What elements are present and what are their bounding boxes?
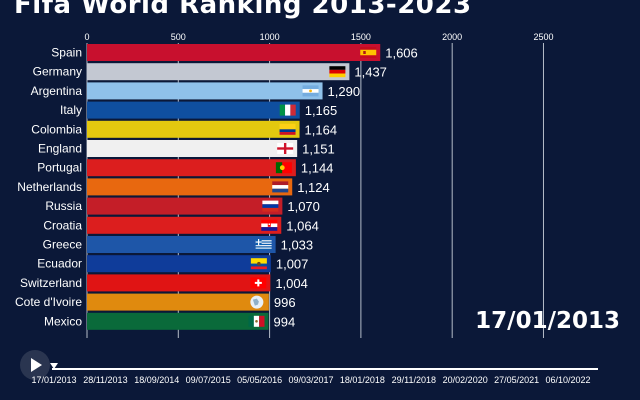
timeline-date-label: 27/05/2021 xyxy=(494,375,540,385)
england-flag xyxy=(277,143,294,154)
timeline-handle[interactable] xyxy=(50,363,58,369)
italy-flag xyxy=(279,104,296,116)
x-tick-label: 1500 xyxy=(351,32,371,42)
germany-flag xyxy=(329,66,346,78)
value-label: 1,144 xyxy=(301,161,334,176)
value-label: 1,290 xyxy=(328,84,361,99)
bar xyxy=(87,274,271,292)
timeline-date-label: 05/05/2016 xyxy=(237,375,283,385)
colombia-flag xyxy=(279,123,296,135)
category-label: England xyxy=(38,142,82,156)
mexico-flag xyxy=(248,315,265,327)
current-date-label: 17/01/2013 xyxy=(475,308,620,334)
play-icon xyxy=(31,358,42,372)
timeline-date-label: 29/11/2018 xyxy=(391,375,436,385)
argentina-flag xyxy=(302,85,319,97)
russia-flag xyxy=(262,200,279,212)
bar xyxy=(87,82,323,100)
category-label: Switzerland xyxy=(20,276,82,290)
value-label: 1,151 xyxy=(302,142,335,157)
category-label: Netherlands xyxy=(17,180,82,194)
timeline-date-label: 09/07/2015 xyxy=(185,375,231,385)
bar xyxy=(87,120,300,138)
greece-flag xyxy=(255,239,272,250)
category-label: Italy xyxy=(60,103,82,117)
category-label: Argentina xyxy=(31,84,83,98)
category-label: Russia xyxy=(45,199,82,213)
value-label: 1,606 xyxy=(385,46,418,61)
category-label: Ecuador xyxy=(37,257,82,271)
chart-title: Fifa World Ranking 2013-2023 xyxy=(14,0,472,20)
ecuador-flag xyxy=(250,258,267,270)
category-label: Colombia xyxy=(31,122,82,136)
bar-chart: 0 500 1000 1500 2000 2500 Spain 1,606 Germany 1,… xyxy=(15,32,553,338)
bar xyxy=(87,197,283,215)
value-label: 1,165 xyxy=(305,103,338,118)
bar xyxy=(87,140,298,157)
timeline-date-label: 18/09/2014 xyxy=(134,375,180,385)
x-tick-label: 2000 xyxy=(442,32,462,42)
value-label: 994 xyxy=(273,314,295,329)
bar xyxy=(87,63,350,81)
bar xyxy=(87,178,293,196)
bar xyxy=(87,159,296,177)
portugal-flag xyxy=(275,162,292,174)
croatia-flag xyxy=(261,219,278,231)
value-label: 1,437 xyxy=(354,65,387,80)
category-label: Croatia xyxy=(43,218,82,232)
value-label: 1,164 xyxy=(305,122,338,137)
switzerland-flag xyxy=(250,277,267,289)
category-label: Cote d'Ivoire xyxy=(15,295,82,309)
timeline-date-label: 17/01/2013 xyxy=(31,375,77,385)
value-label: 1,124 xyxy=(297,180,330,195)
bar xyxy=(87,255,271,273)
x-tick-label: 2500 xyxy=(533,32,553,42)
x-tick-label: 0 xyxy=(84,32,89,42)
value-label: 1,070 xyxy=(287,199,320,214)
spain-flag xyxy=(360,47,377,58)
bar xyxy=(87,44,381,61)
bars: Spain 1,606 Germany 1,437 Argentina 1,290 Ital… xyxy=(15,44,418,330)
bar xyxy=(87,101,300,119)
value-label: 1,004 xyxy=(275,276,308,291)
category-label: Germany xyxy=(33,65,82,79)
cote-divoire-flag xyxy=(250,295,264,309)
category-label: Spain xyxy=(51,46,82,60)
x-axis-ticks: 0 500 1000 1500 2000 2500 xyxy=(84,32,553,42)
timeline-date-label: 28/11/2013 xyxy=(83,375,128,385)
value-label: 1,064 xyxy=(286,218,319,233)
bar xyxy=(87,236,276,253)
timeline-date-label: 09/03/2017 xyxy=(288,375,334,385)
timeline-slider[interactable] xyxy=(52,368,598,370)
play-button[interactable] xyxy=(20,350,50,380)
category-label: Portugal xyxy=(37,161,82,175)
timeline-date-label: 06/10/2022 xyxy=(545,375,591,385)
netherlands-flag xyxy=(272,181,289,193)
timeline-date-label: 18/01/2018 xyxy=(339,375,385,385)
bar xyxy=(87,216,282,234)
value-label: 1,033 xyxy=(281,238,314,253)
category-label: Mexico xyxy=(44,314,82,328)
value-label: 996 xyxy=(274,295,296,310)
x-tick-label: 1000 xyxy=(260,32,280,42)
bar xyxy=(87,293,269,311)
category-label: Greece xyxy=(43,238,83,252)
x-tick-label: 500 xyxy=(171,32,186,42)
bar xyxy=(87,312,269,330)
value-label: 1,007 xyxy=(276,257,309,272)
timeline-date-label: 20/02/2020 xyxy=(442,375,488,385)
